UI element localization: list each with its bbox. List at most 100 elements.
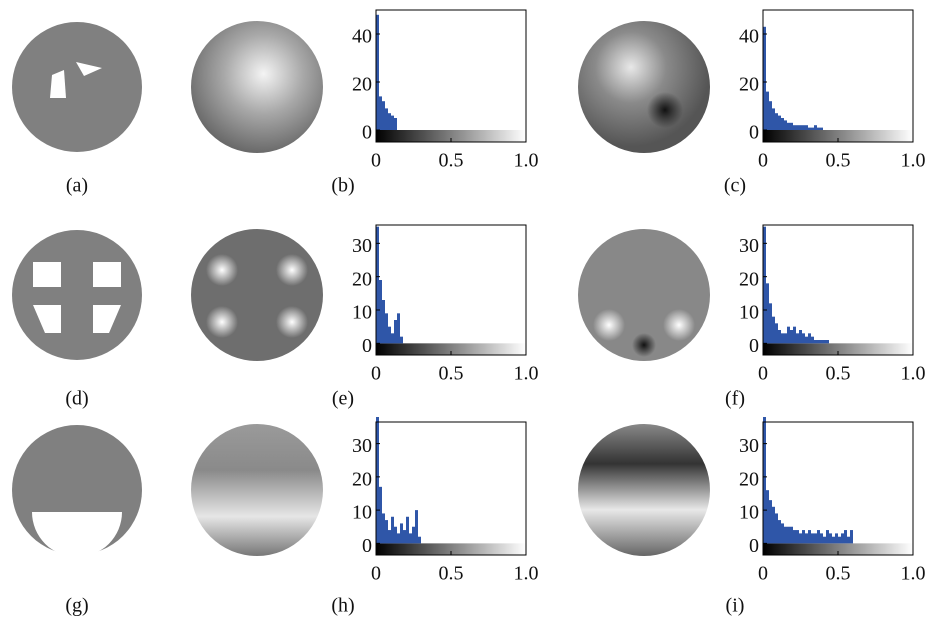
- y-tick-label: 20: [352, 468, 372, 490]
- bar: [766, 490, 769, 543]
- y-tick-label: 0: [362, 335, 372, 357]
- x-tick-label: 1.0: [901, 363, 926, 385]
- bar: [790, 330, 793, 343]
- bar: [385, 313, 388, 343]
- x-tick-label: 0: [371, 563, 381, 585]
- bar: [418, 537, 421, 544]
- bar: [802, 333, 805, 343]
- bar: [793, 125, 796, 130]
- shape-d: [12, 230, 142, 360]
- y-tick-label: 10: [739, 502, 759, 524]
- bar: [394, 527, 397, 544]
- bar: [814, 533, 817, 543]
- bar: [784, 527, 787, 544]
- x-tick-label: 0: [758, 363, 768, 385]
- bar: [781, 333, 784, 343]
- bar: [811, 533, 814, 543]
- y-tick-label: 20: [352, 268, 372, 290]
- bar: [787, 527, 790, 544]
- bar: [844, 530, 847, 543]
- bar: [826, 530, 829, 543]
- bar: [382, 513, 385, 543]
- x-tick-label: 0.5: [826, 150, 851, 172]
- panel-label: (c): [724, 175, 746, 197]
- bar: [769, 500, 772, 543]
- bar: [406, 517, 409, 544]
- bar: [766, 92, 769, 130]
- bar: [379, 487, 382, 544]
- axes-box: [376, 10, 526, 142]
- bar: [790, 123, 793, 130]
- y-tick-label: 10: [739, 302, 759, 324]
- figure: (a) (b) (c) (d) (e) (f) (g) (h) (i) 0204…: [0, 0, 936, 622]
- bar: [802, 125, 805, 130]
- bar: [391, 333, 394, 343]
- x-tick-label: 1.0: [901, 150, 926, 172]
- x-tick-label: 1.0: [514, 563, 539, 585]
- y-tick-label: 30: [739, 235, 759, 257]
- bar: [805, 533, 808, 543]
- bar: [784, 333, 787, 343]
- y-tick-label: 0: [749, 335, 759, 357]
- bar: [811, 337, 814, 344]
- bar: [838, 537, 841, 544]
- x-tick-label: 1.0: [901, 563, 926, 585]
- bar: [391, 116, 394, 130]
- bar: [850, 530, 853, 543]
- y-tick-label: 30: [739, 435, 759, 457]
- y-tick-label: 40: [739, 26, 759, 48]
- x-tick-label: 0: [371, 363, 381, 385]
- x-tick-label: 1.0: [514, 363, 539, 385]
- y-tick-label: 10: [352, 502, 372, 524]
- bar: [784, 120, 787, 130]
- x-tick-label: 0.5: [439, 150, 464, 172]
- image-i: [578, 424, 710, 556]
- bar: [793, 327, 796, 344]
- bar: [775, 513, 778, 543]
- bar: [397, 533, 400, 543]
- bar: [385, 520, 388, 543]
- bar: [808, 128, 811, 130]
- image-b: [191, 21, 323, 153]
- panel-label: (d): [65, 388, 88, 410]
- y-tick-label: 30: [352, 235, 372, 257]
- bar: [382, 300, 385, 343]
- panel-label: (g): [65, 595, 88, 617]
- bar: [379, 96, 382, 130]
- bar: [811, 128, 814, 130]
- bar: [769, 303, 772, 343]
- bar: [820, 340, 823, 343]
- x-tick-label: 0: [758, 563, 768, 585]
- panel-label: (a): [66, 175, 88, 197]
- bar: [394, 320, 397, 343]
- bar: [388, 327, 391, 344]
- bar: [829, 533, 832, 543]
- image-c: [578, 21, 710, 153]
- bar: [787, 327, 790, 344]
- panel-label: (h): [331, 595, 354, 617]
- bar: [805, 337, 808, 344]
- x-tick-label: 0.5: [826, 363, 851, 385]
- bar: [775, 323, 778, 343]
- bar: [808, 333, 811, 343]
- x-tick-label: 0: [371, 150, 381, 172]
- bar: [778, 330, 781, 343]
- image-f: [578, 229, 710, 361]
- bar: [799, 330, 802, 343]
- bar: [397, 313, 400, 343]
- bar: [388, 530, 391, 543]
- bar: [379, 280, 382, 343]
- bar: [772, 108, 775, 130]
- bar: [796, 125, 799, 130]
- bar: [802, 530, 805, 543]
- y-tick-label: 0: [749, 122, 759, 144]
- bar: [769, 101, 772, 130]
- bar: [814, 125, 817, 130]
- bar: [823, 537, 826, 544]
- bar: [400, 337, 403, 344]
- image-e: [191, 229, 323, 361]
- y-tick-label: 10: [352, 302, 372, 324]
- bar: [778, 116, 781, 130]
- panel-label: (f): [725, 388, 745, 410]
- y-tick-label: 20: [739, 268, 759, 290]
